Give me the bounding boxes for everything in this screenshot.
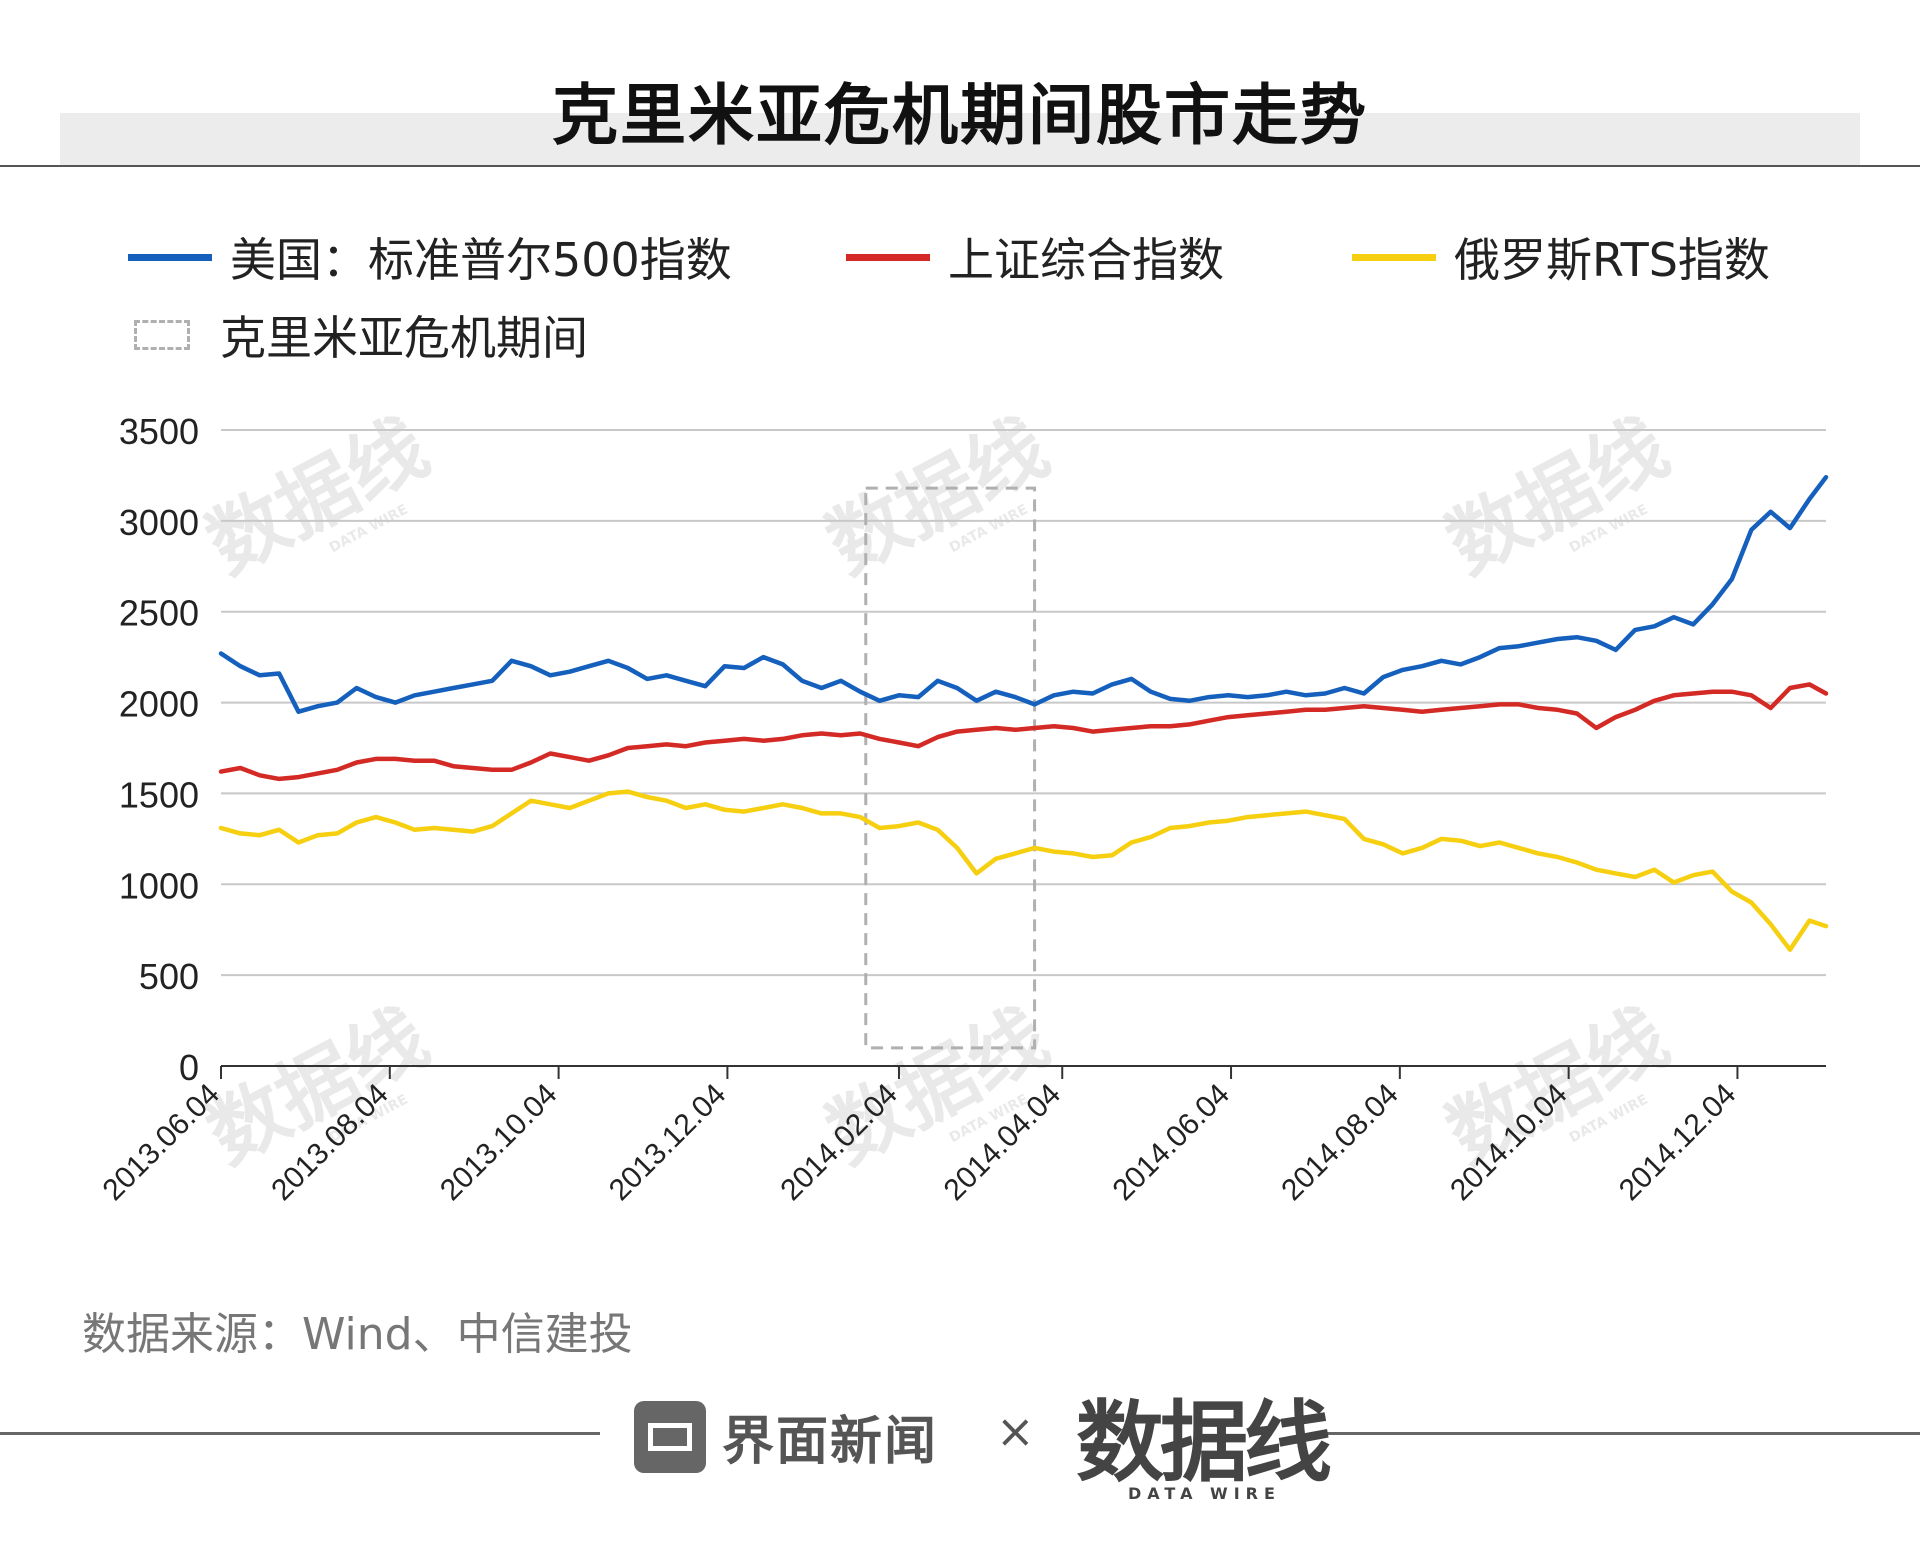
y-axis: 0 500 1000 1500 2000 2500 3000 3500: [119, 411, 199, 1088]
title-rule: [0, 165, 1920, 167]
x-tick-label: 2013.12.04: [603, 1078, 733, 1208]
x-tick-label: 2013.10.04: [434, 1078, 564, 1208]
y-tick-label: 0: [179, 1047, 199, 1088]
title-band: [60, 113, 1860, 165]
legend-item-sp500: 美国：标准普尔500指数: [128, 224, 732, 290]
y-tick-label: 2500: [119, 593, 199, 634]
chart-title: 克里米亚危机期间股市走势: [552, 77, 1368, 154]
crisis-annotation: [864, 486, 1037, 1050]
footer-rule-right: [1326, 1432, 1920, 1435]
legend-label-crisis: 克里米亚危机期间: [220, 311, 588, 365]
gridlines: [221, 429, 1826, 977]
series-line-rts: [218, 789, 1829, 952]
y-tick-label: 1500: [119, 774, 199, 815]
legend-item-crisis: 克里米亚危机期间: [120, 302, 588, 368]
y-tick-label: 2000: [119, 684, 199, 725]
y-tick-label: 500: [139, 956, 199, 997]
x-tick-label: 2013.06.04: [96, 1078, 226, 1208]
y-tick-label: 3000: [119, 502, 199, 543]
legend-swatch-crisis: [134, 320, 190, 350]
datawire-logo-sub: DATA WIRE: [1128, 1484, 1281, 1503]
datawire-logo: 数据线: [1076, 1391, 1332, 1494]
series-line-sp500: [218, 474, 1829, 714]
y-tick-label: 1000: [119, 865, 199, 906]
jiemian-logo: 界面新闻: [634, 1399, 938, 1474]
legend-swatch-shanghai: [846, 253, 930, 261]
jiemian-logo-text: 界面新闻: [722, 1412, 939, 1472]
jiemian-logo-icon: [634, 1400, 706, 1473]
legend-item-shanghai: 上证综合指数: [846, 224, 1224, 290]
series-line-shanghai: [218, 682, 1829, 782]
x-tick-label: 2014.06.04: [1106, 1078, 1236, 1208]
legend-label-shanghai: 上证综合指数: [948, 233, 1224, 287]
footer-rule-left: [0, 1432, 600, 1435]
footer-separator: ×: [996, 1404, 1035, 1458]
legend-item-rts: 俄罗斯RTS指数: [1352, 224, 1770, 290]
x-tick-label: 2014.08.04: [1275, 1078, 1405, 1208]
crisis-box: [864, 486, 1037, 1050]
legend-label-rts: 俄罗斯RTS指数: [1454, 233, 1770, 287]
series-lines: [218, 474, 1829, 952]
data-source: 数据来源：Wind、中信建投: [82, 1309, 633, 1360]
legend-label-sp500: 美国：标准普尔500指数: [230, 233, 732, 287]
legend-swatch-sp500: [128, 253, 212, 261]
y-tick-label: 3500: [119, 411, 199, 452]
legend-swatch-rts: [1352, 253, 1436, 261]
